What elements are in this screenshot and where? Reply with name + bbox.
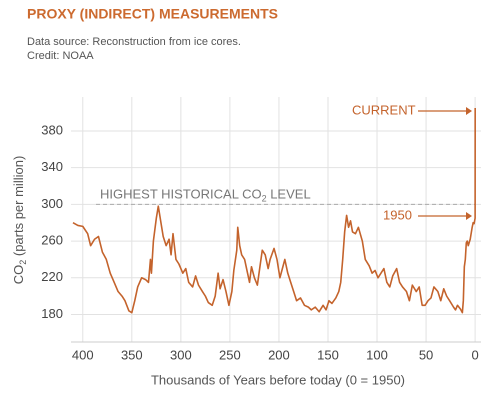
y-tick-label: 260: [41, 233, 63, 248]
y-tick-label: 340: [41, 159, 63, 174]
y-title-part: CO: [11, 265, 26, 285]
credit: Credit: NOAA: [27, 50, 94, 62]
reference-label-part: HIGHEST HISTORICAL CO: [100, 187, 262, 202]
y-tick-label: 380: [41, 122, 63, 137]
x-tick-label: 150: [317, 347, 339, 362]
subtitle: Data source: Reconstruction from ice cor…: [27, 36, 241, 48]
co2-line: [72, 108, 476, 314]
x-tick-label: 300: [170, 347, 192, 362]
chart-title: PROXY (INDIRECT) MEASUREMENTS: [27, 6, 278, 22]
grid: [71, 97, 481, 343]
y-tick-label: 220: [41, 269, 63, 284]
y-tick-label: 300: [41, 196, 63, 211]
reference-label: HIGHEST HISTORICAL CO2 LEVEL: [100, 187, 311, 204]
y-title-part: (parts per million): [11, 156, 26, 260]
y-tick-label: 180: [41, 306, 63, 321]
y-axis-title: CO2 (parts per million): [11, 156, 28, 285]
x-tick-label: 400: [72, 347, 94, 362]
x-tick-label: 350: [121, 347, 143, 362]
reference-label-sub: 2: [262, 194, 267, 204]
x-tick-label: 100: [366, 347, 388, 362]
reference-label-part: LEVEL: [267, 187, 311, 202]
y-title-sub: 2: [18, 260, 28, 265]
arrow-head: [466, 212, 472, 220]
x-tick-label: 0: [471, 347, 478, 362]
arrow-head: [466, 107, 472, 115]
x-axis-title: Thousands of Years before today (0 = 195…: [151, 372, 405, 387]
x-tick-label: 50: [419, 347, 433, 362]
x-tick-label: 250: [219, 347, 241, 362]
x-tick-label: 200: [268, 347, 290, 362]
annotation: CURRENT: [352, 102, 416, 117]
annotation: 1950: [383, 207, 412, 222]
